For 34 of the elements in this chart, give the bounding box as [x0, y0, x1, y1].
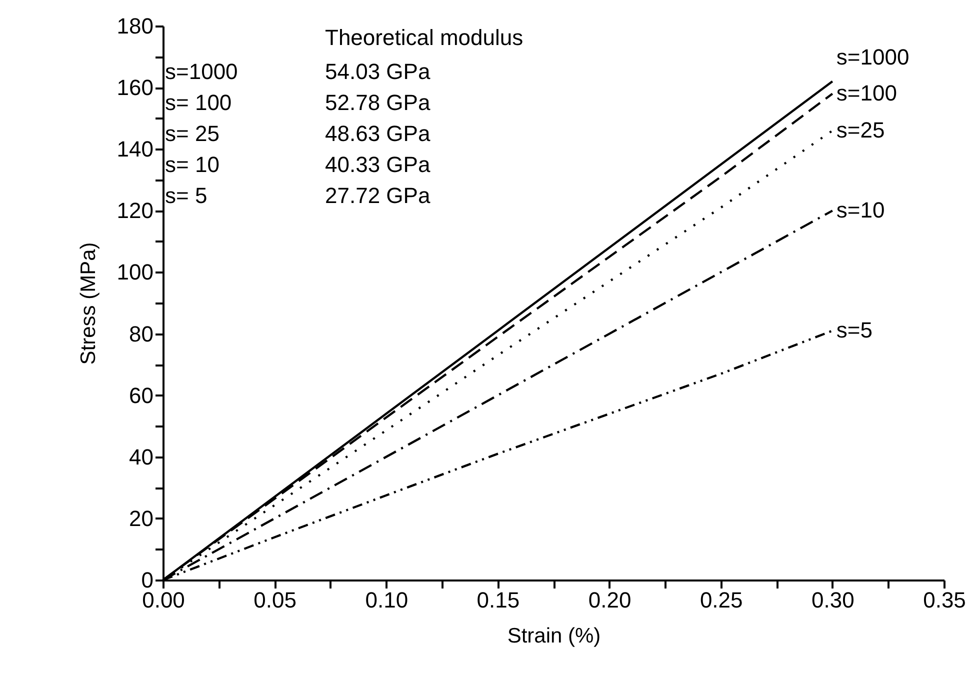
annotation: Theoretical modulus: [325, 25, 524, 50]
annotation: s= 100: [165, 90, 232, 115]
y-tick-label: 60: [129, 382, 154, 408]
annotation: 48.63 GPa: [325, 121, 431, 146]
annotation: 52.78 GPa: [325, 90, 431, 115]
annotation: s= 5: [165, 183, 208, 208]
x-tick-label: 0.25: [700, 588, 743, 612]
annotation: 27.72 GPa: [325, 183, 431, 208]
annotation: 40.33 GPa: [325, 152, 431, 177]
series-label: s=100: [836, 80, 897, 106]
x-axis-title: Strain (%): [507, 624, 601, 648]
x-tick-label: 0.15: [476, 588, 520, 612]
x-tick-label: 0.20: [588, 588, 632, 612]
y-tick-label: 160: [116, 75, 154, 100]
series-label: s=1000: [836, 44, 910, 70]
series-label: s=5: [836, 318, 873, 343]
y-tick-label: 80: [129, 321, 154, 346]
annotation: s=1000: [165, 59, 238, 84]
x-tick-label: 0.10: [365, 588, 408, 612]
annotation: s= 10: [165, 152, 220, 177]
series-label: s=10: [836, 198, 885, 223]
y-tick-label: 40: [129, 444, 154, 470]
series-label: s=25: [836, 118, 885, 143]
x-tick-label: 0.30: [812, 588, 854, 612]
x-tick-label: 0.05: [254, 588, 296, 612]
y-tick-label: 100: [116, 260, 154, 285]
annotation: s= 25: [165, 121, 220, 146]
y-tick-label: 140: [116, 136, 154, 162]
y-axis-title: Stress (MPa): [76, 242, 100, 365]
x-tick-label: 0.35: [923, 588, 966, 612]
y-tick-label: 180: [116, 14, 154, 38]
annotation: 54.03 GPa: [325, 59, 431, 84]
y-tick-label: 120: [116, 198, 154, 224]
y-tick-label: 20: [129, 506, 154, 531]
